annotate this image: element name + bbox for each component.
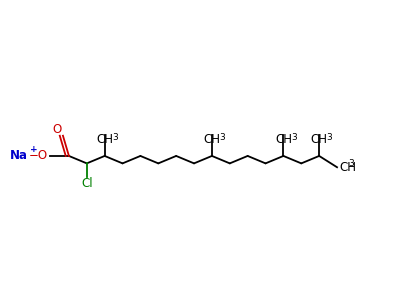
Text: 3: 3	[220, 133, 225, 142]
Text: Cl: Cl	[81, 177, 93, 190]
Text: +: +	[30, 145, 38, 154]
Text: CH: CH	[311, 133, 328, 146]
Text: 3: 3	[348, 159, 354, 168]
Text: 3: 3	[112, 133, 118, 142]
Text: CH: CH	[204, 133, 220, 146]
Text: 3: 3	[291, 133, 297, 142]
Text: CH: CH	[275, 133, 292, 146]
Text: CH: CH	[96, 133, 113, 146]
Text: O: O	[52, 123, 62, 136]
Text: 3: 3	[327, 133, 332, 142]
Text: Na: Na	[10, 149, 28, 162]
Text: CH: CH	[339, 161, 356, 174]
Text: −O: −O	[29, 149, 48, 162]
